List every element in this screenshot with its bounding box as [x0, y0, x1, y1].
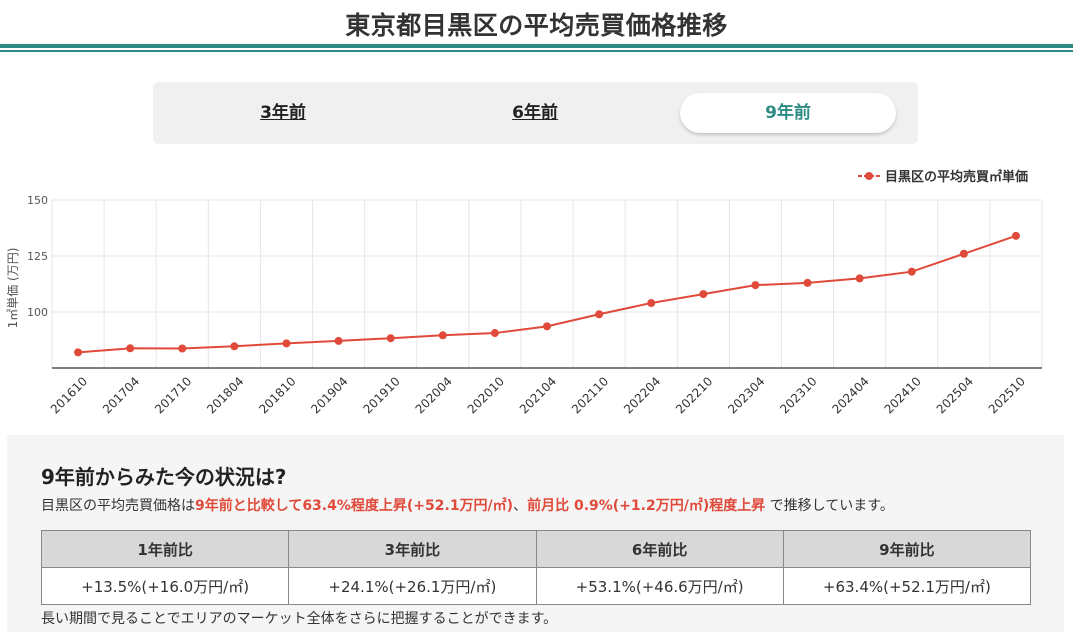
- data-point: [334, 336, 343, 345]
- x-tick-label: 202304: [725, 374, 767, 416]
- x-tick-label: 201904: [308, 374, 350, 416]
- summary-note: 長い期間で見ることでエリアのマーケット全体をさらに把握することができます。: [41, 611, 558, 627]
- data-point: [647, 299, 656, 308]
- y-axis-label: 1㎡単価 (万円): [6, 248, 20, 329]
- data-point: [543, 322, 551, 331]
- data-point: [282, 339, 291, 348]
- x-tick-label: 202004: [413, 374, 455, 416]
- x-tick-label: 201910: [361, 374, 403, 416]
- chart-legend[interactable]: 目黒区の平均売買㎡単価: [858, 166, 1028, 185]
- data-point: [74, 348, 83, 357]
- x-tick-label: 202110: [569, 374, 611, 416]
- data-point: [907, 267, 916, 276]
- x-tick-label: 202010: [465, 374, 507, 416]
- title-rule-thin: [0, 50, 1073, 52]
- data-point: [490, 329, 499, 338]
- data-point: [126, 344, 135, 353]
- data-point: [855, 274, 864, 283]
- x-tick-label: 201810: [256, 374, 298, 416]
- y-tick-label: 100: [27, 306, 48, 319]
- table-header-row: 1年前比 3年前比 6年前比 9年前比: [40, 530, 1032, 568]
- data-point: [803, 278, 812, 287]
- table-cell: +63.4%(+52.1万円/㎡): [782, 567, 1032, 605]
- x-tick-label: 202210: [673, 374, 715, 416]
- x-tick-label: 202104: [517, 374, 559, 416]
- data-point: [699, 290, 708, 299]
- data-point: [959, 249, 968, 258]
- page-title: 東京都目黒区の平均売買価格推移: [345, 11, 728, 40]
- desc-prefix: 目黒区の平均売買価格は: [41, 498, 195, 514]
- desc-highlight-month: 前月比 0.9%(+1.2万円/㎡)程度上昇: [527, 498, 766, 514]
- desc-highlight-9y: 9年前と比較して63.4%程度上昇(+52.1万円/㎡): [195, 498, 514, 514]
- table-cell: +53.1%(+46.6万円/㎡): [535, 567, 784, 605]
- data-point: [751, 281, 760, 290]
- x-tick-label: 201710: [152, 374, 194, 416]
- tab-3-years[interactable]: 3年前: [260, 103, 306, 123]
- x-tick-label: 201704: [100, 374, 142, 416]
- summary-description: 目黒区の平均売買価格は9年前と比較して63.4%程度上昇(+52.1万円/㎡)、…: [41, 495, 894, 515]
- data-point: [438, 331, 447, 340]
- x-tick-label: 201804: [204, 374, 246, 416]
- table-header: 3年前比: [288, 530, 537, 568]
- table-header: 6年前比: [535, 530, 784, 568]
- data-point: [230, 342, 239, 351]
- x-tick-label: 202404: [829, 374, 871, 416]
- data-point: [178, 344, 187, 353]
- x-tick-label: 201610: [48, 374, 90, 416]
- legend-label: 目黒区の平均売買㎡単価: [885, 170, 1029, 185]
- x-tick-label: 202504: [934, 374, 976, 416]
- x-tick-label: 202310: [777, 374, 819, 416]
- y-tick-label: 125: [27, 250, 48, 263]
- series-line: [77, 234, 1017, 354]
- data-point: [1011, 231, 1020, 240]
- summary-panel: 9年前からみた今の状況は? 目黒区の平均売買価格は9年前と比較して63.4%程度…: [7, 435, 1064, 632]
- data-point: [595, 310, 604, 319]
- table-cell: +13.5%(+16.0万円/㎡): [40, 567, 290, 605]
- comparison-table: 1年前比 3年前比 6年前比 9年前比 +13.5%(+16.0万円/㎡) +2…: [40, 530, 1032, 605]
- legend-line-marker-icon: [858, 171, 880, 180]
- x-tick-label: 202510: [986, 374, 1028, 416]
- y-tick-label: 150: [27, 194, 48, 207]
- data-point: [386, 334, 395, 343]
- table-row: +13.5%(+16.0万円/㎡) +24.1%(+26.1万円/㎡) +53.…: [40, 567, 1032, 605]
- title-rule: [0, 44, 1073, 48]
- desc-separator: 、: [513, 498, 528, 514]
- x-tick-label: 202410: [882, 374, 924, 416]
- summary-heading: 9年前からみた今の状況は?: [41, 465, 287, 489]
- period-tabs: 3年前 6年前 9年前: [153, 82, 918, 144]
- x-tick-label: 202204: [621, 374, 663, 416]
- table-header: 9年前比: [782, 530, 1032, 568]
- tab-6-years[interactable]: 6年前: [512, 103, 558, 123]
- tab-9-years[interactable]: 9年前: [680, 93, 896, 133]
- table-header: 1年前比: [40, 530, 290, 568]
- table-cell: +24.1%(+26.1万円/㎡): [288, 567, 537, 605]
- desc-suffix: で推移しています。: [765, 498, 894, 514]
